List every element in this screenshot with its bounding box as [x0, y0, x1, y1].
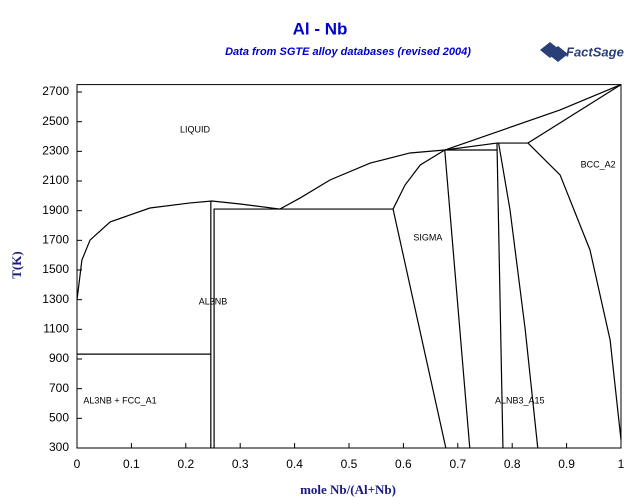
- y-tick-label: 2300: [42, 144, 69, 158]
- y-tick-label: 900: [49, 351, 69, 365]
- y-tick-label: 700: [49, 381, 69, 395]
- x-tick-label: 0.2: [177, 457, 194, 471]
- y-tick-label: 300: [49, 440, 69, 454]
- phase-boundary: [496, 143, 504, 449]
- y-axis-label: T(K): [9, 251, 24, 278]
- phase-boundary: [444, 149, 471, 449]
- phase-boundary: [392, 149, 446, 210]
- plot-frame: [76, 84, 622, 449]
- x-tick-label: 0.4: [286, 457, 303, 471]
- region-label: SIGMA: [413, 232, 442, 242]
- x-tick-label: 0.9: [558, 457, 575, 471]
- x-tick-label: 0.5: [341, 457, 358, 471]
- phase-boundary: [76, 149, 445, 301]
- region-label: ALNB3_A15: [495, 395, 545, 405]
- x-tick-label: 0.8: [504, 457, 521, 471]
- chart-title: Al - Nb: [293, 19, 348, 38]
- y-tick-label: 1700: [42, 233, 69, 247]
- x-tick-label: 0: [74, 457, 81, 471]
- y-tick-label: 2500: [42, 114, 69, 128]
- phase-boundary: [444, 84, 622, 151]
- logo: FactSage: [540, 42, 624, 62]
- x-tick-label: 0.7: [449, 457, 466, 471]
- phase-boundary: [527, 142, 622, 441]
- x-tick-label: 1: [618, 457, 625, 471]
- x-tick-label: 0.3: [232, 457, 249, 471]
- y-tick-label: 1100: [43, 322, 69, 336]
- phase-boundary: [498, 142, 539, 449]
- y-tick-label: 2100: [42, 173, 69, 187]
- x-tick-label: 0.6: [395, 457, 412, 471]
- y-tick-label: 2700: [42, 84, 69, 98]
- phase-boundary: [392, 208, 447, 449]
- chart-subtitle: Data from SGTE alloy databases (revised …: [225, 46, 471, 58]
- y-tick-label: 500: [49, 411, 69, 425]
- y-tick-label: 1500: [42, 262, 69, 276]
- x-tick-label: 0.1: [123, 457, 140, 471]
- y-tick-label: 1300: [42, 292, 69, 306]
- region-label: AL3NB: [199, 296, 228, 306]
- logo-icon: [540, 42, 568, 62]
- logo-text: FactSage: [566, 44, 624, 59]
- region-label: AL3NB + FCC_A1: [83, 395, 156, 405]
- x-axis-label: mole Nb/(Al+Nb): [300, 482, 396, 497]
- y-tick-label: 1900: [42, 203, 69, 217]
- phase-boundary: [444, 84, 622, 151]
- region-label: BCC_A2: [581, 159, 616, 169]
- region-label: LIQUID: [180, 124, 211, 134]
